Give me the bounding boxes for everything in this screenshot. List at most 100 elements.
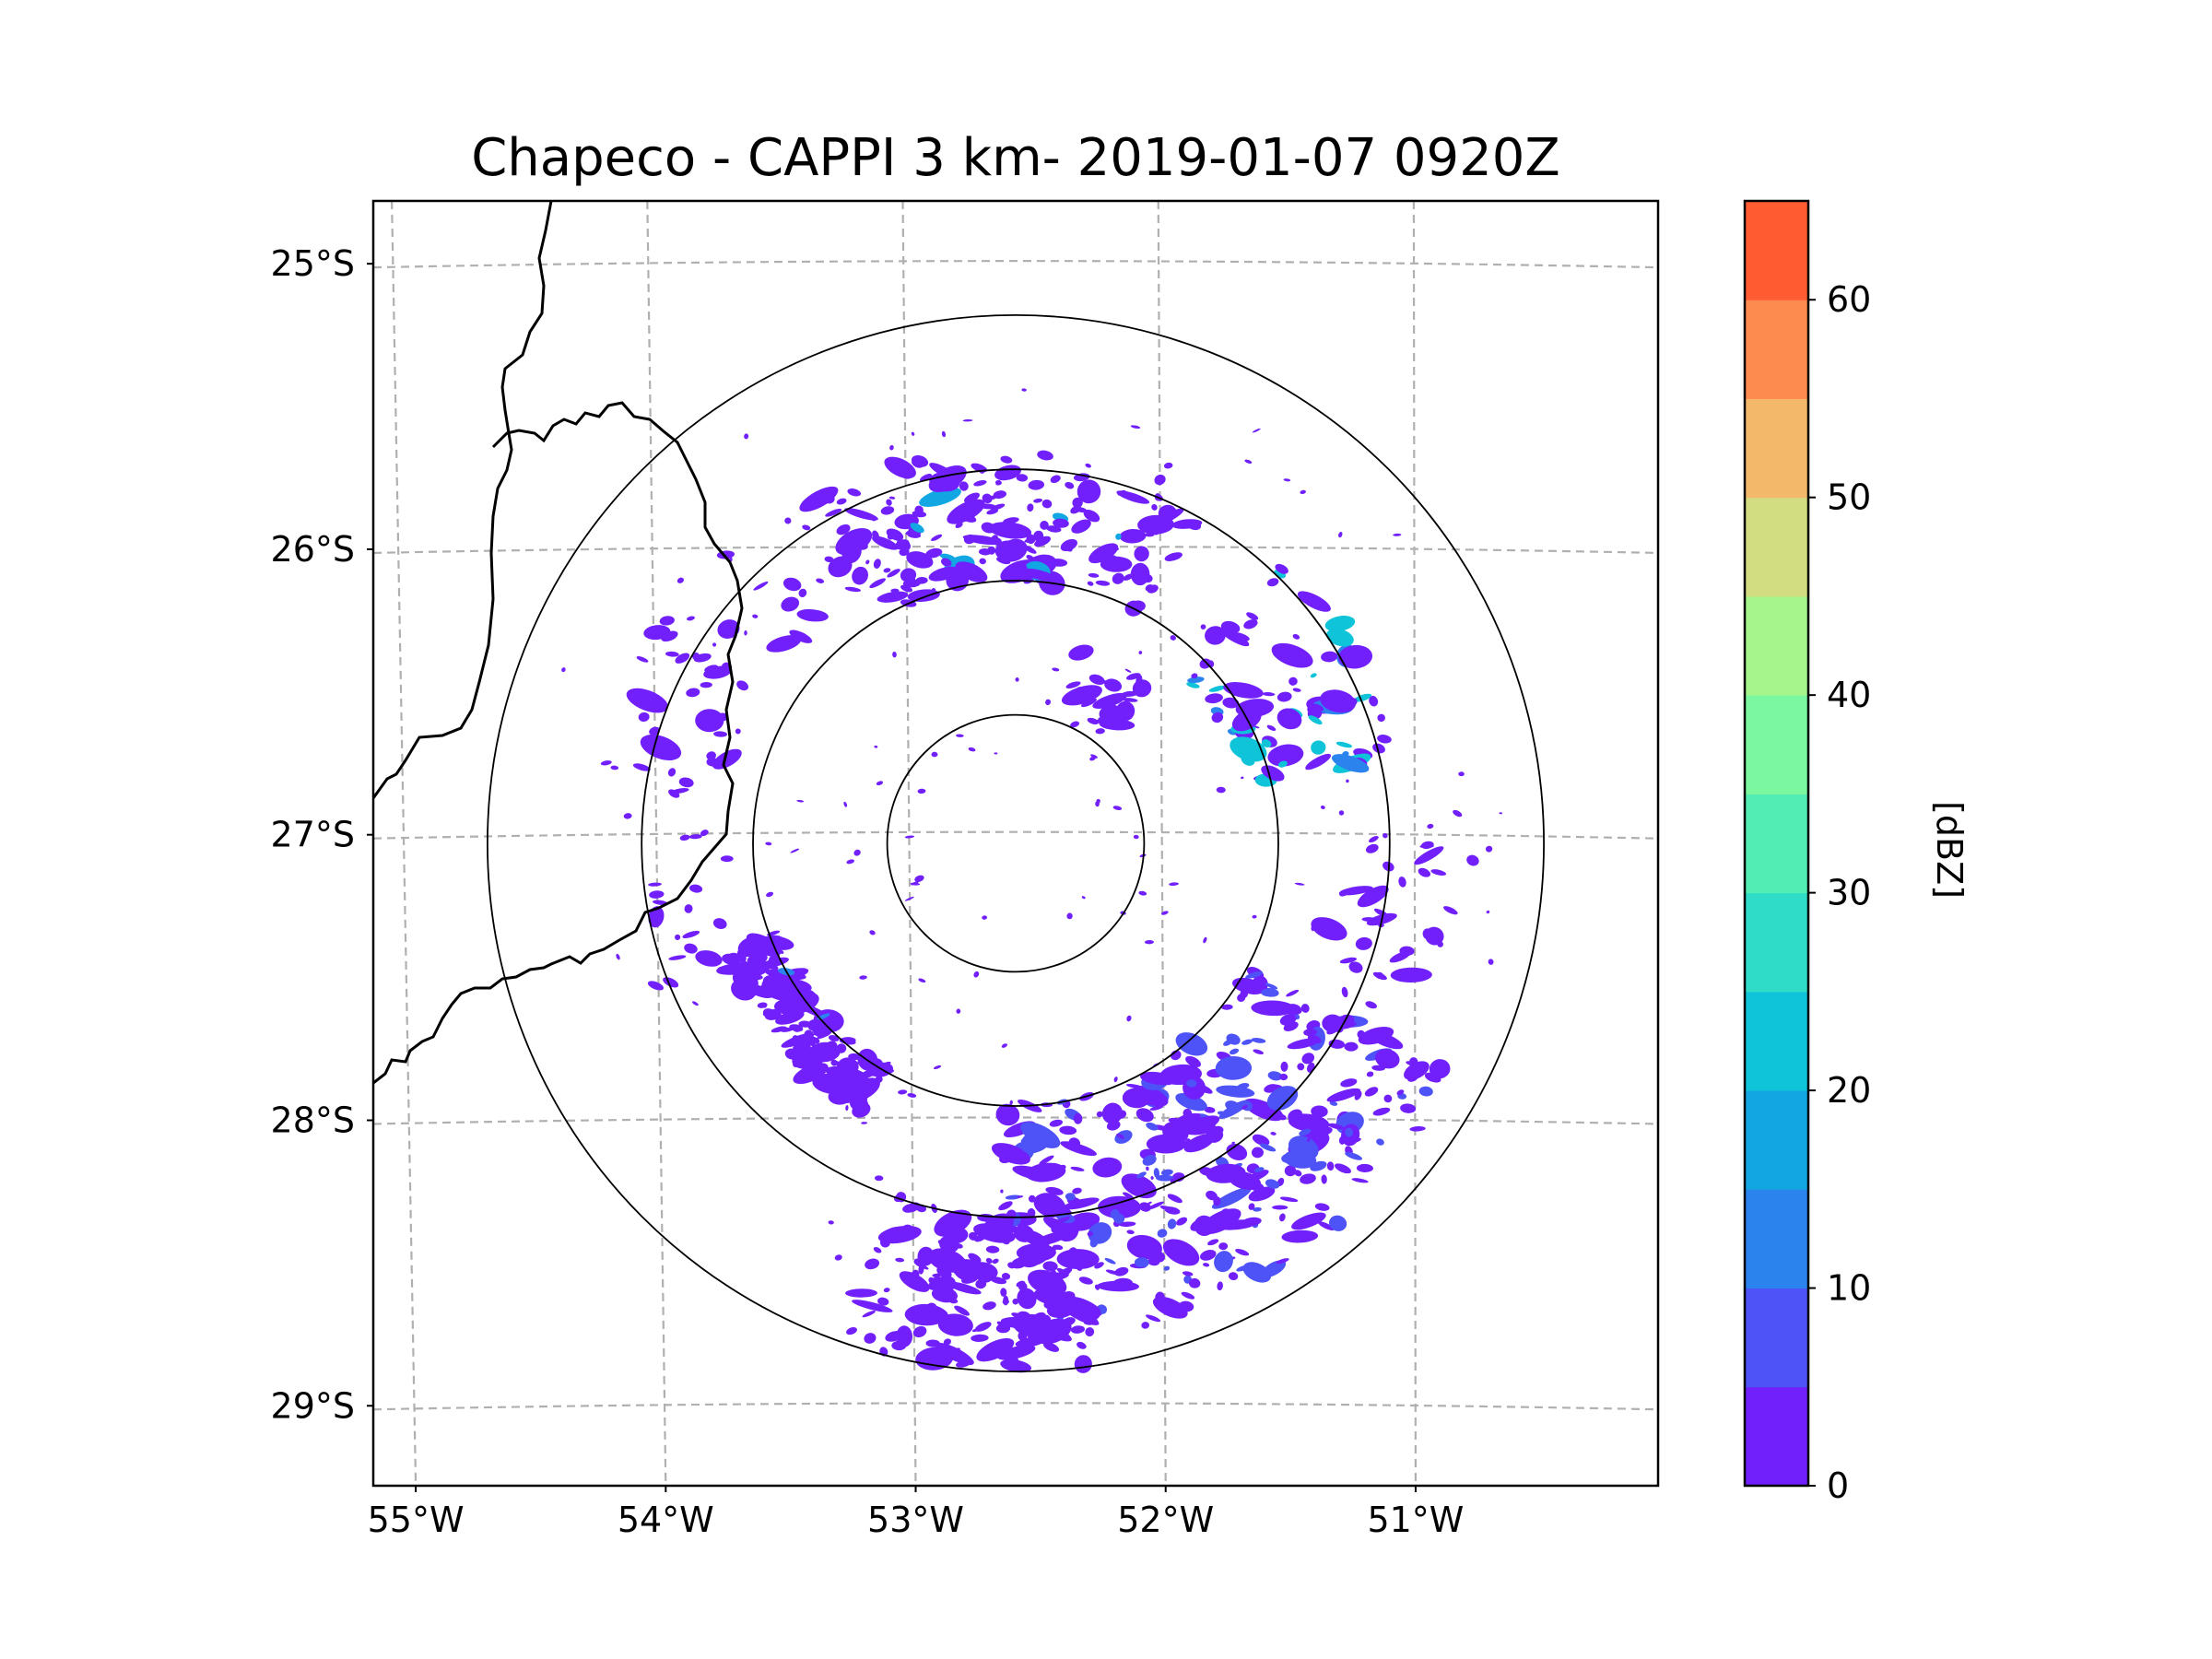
echo-cell: [1400, 1103, 1417, 1113]
echo-speckle: [931, 751, 938, 758]
echo-cell: [937, 1313, 973, 1336]
echo-cell: [1369, 695, 1379, 707]
echo-cell: [1409, 1125, 1426, 1132]
echo-cell: [1420, 841, 1434, 850]
echo-cell: [873, 1246, 882, 1253]
echo-cell: [1326, 1161, 1335, 1171]
echo-cell: [1033, 1193, 1066, 1218]
echo-cell: [688, 834, 702, 840]
echo-cell: [912, 1325, 927, 1338]
echo-cell: [1168, 1195, 1180, 1203]
echo-speckle: [1124, 668, 1132, 673]
echo-cell: [1188, 1277, 1201, 1288]
echo-cell: [827, 1021, 836, 1028]
echo-cell: [1275, 563, 1288, 574]
echo-cell: [1112, 572, 1124, 584]
echo-cell: [1011, 1257, 1029, 1269]
echo-cell: [836, 1061, 845, 1069]
echo-cell: [1230, 1048, 1240, 1055]
echo-cell: [1226, 1143, 1248, 1160]
echo-cell: [994, 479, 1002, 485]
echo-cell: [675, 653, 690, 664]
echo-cell: [787, 1048, 794, 1056]
y-tick-label: 29°S: [271, 1385, 355, 1426]
echo-cell: [1328, 1215, 1347, 1231]
echo-cell: [1147, 1257, 1160, 1266]
echo-cell: [899, 1271, 930, 1292]
echo-speckle: [744, 433, 749, 440]
echo-cell: [900, 568, 917, 582]
echo-cell: [1095, 580, 1111, 586]
echo-cell: [1307, 1034, 1322, 1044]
echo-cell: [907, 589, 940, 602]
echo-cell: [948, 1298, 959, 1304]
echo-cell: [661, 751, 672, 758]
echo-speckle: [1015, 677, 1019, 682]
echo-cell: [912, 458, 924, 468]
echo-cell: [1321, 1174, 1327, 1184]
echo-cell: [1080, 698, 1097, 708]
echo-cell: [1176, 1217, 1188, 1226]
echo-cell: [1223, 682, 1264, 699]
echo-cell: [1241, 1217, 1262, 1227]
echo-cell: [1280, 1061, 1288, 1072]
echo-cell: [1042, 1261, 1058, 1272]
echo-cell: [1366, 1071, 1374, 1077]
echo-cell: [1126, 1230, 1135, 1235]
echo-speckle: [709, 951, 713, 958]
echo-speckle: [616, 953, 620, 960]
echo-cell: [793, 1006, 811, 1014]
echo-cell: [919, 473, 933, 482]
echo-cell: [914, 505, 924, 514]
echo-speckle: [1021, 388, 1027, 392]
echo-cell: [1073, 1112, 1083, 1124]
echo-cell: [925, 547, 943, 559]
echo-speckle: [1045, 699, 1051, 706]
echo-cell: [752, 614, 759, 618]
echo-speckle: [876, 781, 884, 786]
y-tick-label: 25°S: [271, 243, 355, 284]
echo-speckle: [859, 975, 867, 980]
echo-cell: [1414, 846, 1444, 865]
echo-speckle: [861, 1122, 868, 1124]
colorbar-tick-label: 40: [1827, 675, 1871, 715]
echo-cell: [1132, 679, 1152, 698]
echo-cell: [1003, 1295, 1009, 1306]
echo-cell: [941, 558, 952, 567]
echo-speckle: [1102, 1159, 1109, 1163]
echo-speckle: [766, 891, 774, 898]
echo-cell: [758, 935, 783, 949]
echo-cell: [877, 591, 909, 603]
echo-cell: [1203, 1263, 1210, 1267]
echo-cell: [661, 630, 678, 642]
echo-cell: [1369, 836, 1379, 843]
echo-cell: [1266, 724, 1277, 732]
echo-cell: [1085, 1327, 1095, 1337]
echo-cell: [879, 1237, 890, 1248]
echo-speckle: [871, 516, 877, 522]
echo-cell: [996, 1345, 1036, 1360]
echo-cell: [1185, 1138, 1192, 1147]
colorbar-band: [1745, 1090, 1808, 1190]
echo-cell: [703, 665, 732, 679]
echo-cell: [962, 535, 1003, 546]
parallel-gridline: [373, 1402, 1658, 1411]
echo-cell: [1119, 529, 1147, 544]
echo-cell: [1020, 1127, 1053, 1154]
echo-cell: [954, 1305, 970, 1316]
echo-cell: [1182, 1271, 1194, 1277]
echo-cell: [1016, 1280, 1026, 1288]
colorbar-tick-label: 20: [1827, 1070, 1871, 1111]
echo-speckle: [1292, 688, 1301, 692]
echo-speckle: [1095, 728, 1105, 735]
echo-cell: [1028, 479, 1045, 490]
echo-cell: [895, 539, 910, 550]
colorbar-band: [1745, 1189, 1808, 1289]
echo-cell: [1292, 633, 1300, 640]
echo-speckle: [973, 971, 980, 978]
echo-speckle: [1146, 1166, 1149, 1171]
echo-cell: [1065, 546, 1073, 552]
echo-speckle: [735, 728, 741, 735]
echo-cell: [1181, 1291, 1195, 1300]
echo-cell: [1186, 682, 1200, 688]
